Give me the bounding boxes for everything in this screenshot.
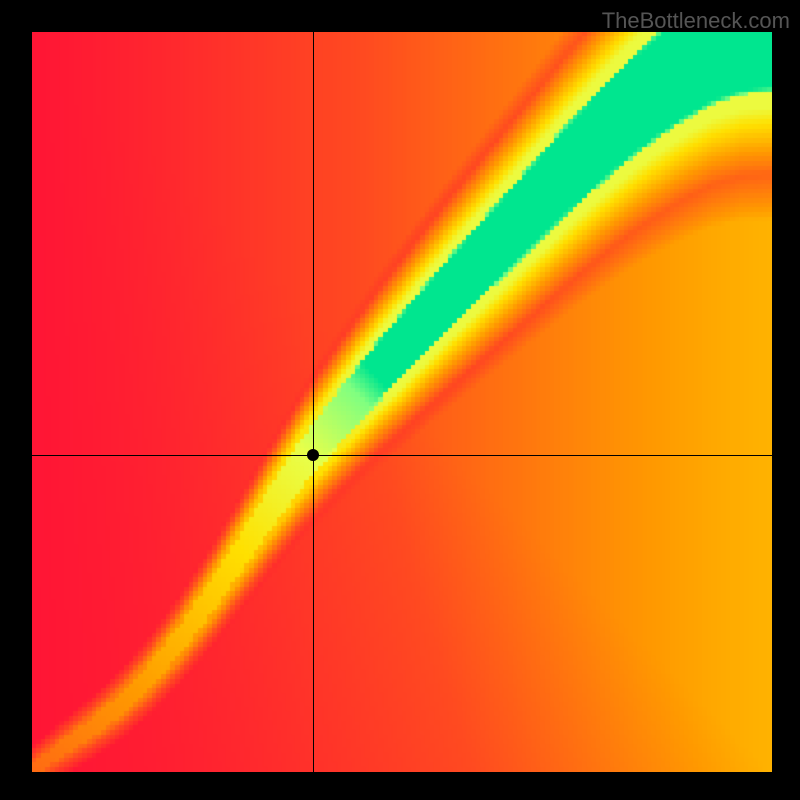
chart-container: TheBottleneck.com [0,0,800,800]
heatmap-canvas [32,32,772,772]
selection-marker [307,449,319,461]
heatmap-plot [30,30,770,770]
watermark-text: TheBottleneck.com [602,8,790,34]
crosshair-horizontal [32,455,772,456]
crosshair-vertical [313,32,314,772]
